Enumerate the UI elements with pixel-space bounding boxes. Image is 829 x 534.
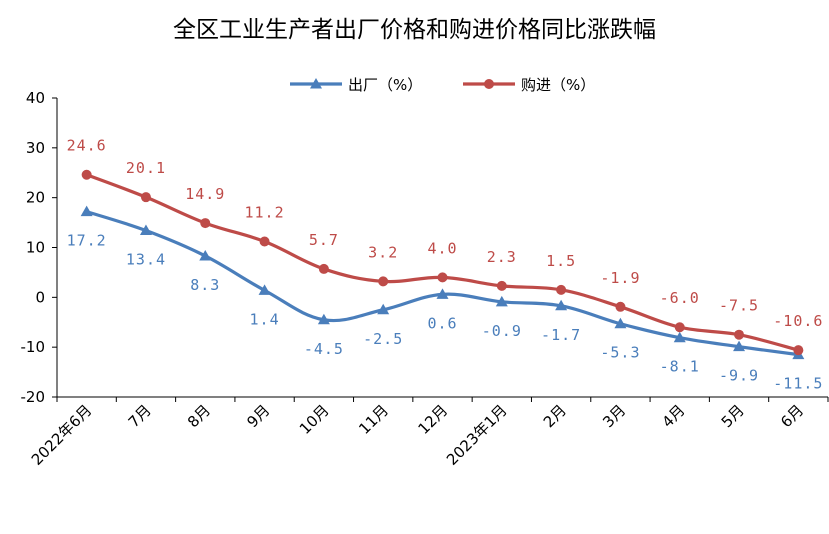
point-goujin	[734, 329, 745, 340]
data-label: 14.9	[185, 185, 225, 203]
y-tick-label: 20	[26, 189, 45, 207]
point-goujin	[793, 345, 804, 356]
point-chuchang	[317, 313, 330, 325]
x-tick-label: 2022年6月	[28, 401, 96, 469]
legend-marker	[310, 78, 322, 89]
data-label: 24.6	[67, 137, 107, 155]
point-goujin	[81, 169, 92, 180]
legend-label-chuchang: 出厂（%）	[348, 76, 422, 94]
x-tick-label: 12月	[414, 401, 451, 438]
point-chuchang	[80, 205, 93, 217]
data-label: -8.1	[660, 358, 700, 376]
point-chuchang	[139, 224, 152, 236]
x-tick-label: 2023年1月	[443, 401, 511, 469]
data-label: -10.6	[773, 312, 823, 330]
data-label: 5.7	[309, 231, 339, 249]
data-label: -5.3	[600, 344, 640, 362]
data-label: 4.0	[427, 239, 457, 257]
data-label: 13.4	[126, 251, 166, 269]
point-goujin	[200, 218, 211, 229]
y-tick-label: 10	[26, 239, 45, 257]
chart-title: 全区工业生产者出厂价格和购进价格同比涨跌幅	[173, 17, 656, 43]
x-tick-label: 6月	[777, 401, 807, 431]
legend: 出厂（%） 购进（%）	[290, 76, 595, 94]
data-label: 8.3	[190, 276, 220, 294]
data-label: -6.0	[660, 289, 700, 307]
data-label: 3.2	[368, 243, 398, 261]
point-chuchang	[258, 284, 271, 295]
point-goujin	[318, 263, 329, 274]
x-tick-label: 3月	[599, 401, 629, 431]
y-tick-label: 40	[26, 89, 45, 107]
x-tick-label: 2月	[540, 401, 570, 431]
point-goujin	[259, 236, 270, 247]
data-label: 11.2	[245, 204, 285, 222]
point-goujin	[437, 272, 448, 283]
data-label: 1.4	[250, 310, 280, 328]
data-label: 17.2	[67, 232, 107, 250]
y-tick-label: -10	[21, 338, 46, 356]
data-label: -4.5	[304, 340, 344, 358]
point-chuchang	[673, 331, 686, 343]
series-markers	[80, 169, 805, 360]
data-label: 2.3	[487, 248, 517, 266]
y-tick-label: -20	[21, 388, 46, 406]
data-label: 1.5	[546, 252, 576, 270]
data-label: 20.1	[126, 159, 166, 177]
point-chuchang	[733, 340, 746, 352]
point-chuchang	[377, 303, 390, 315]
data-label: 0.6	[427, 314, 457, 332]
data-label: -7.5	[719, 297, 759, 315]
legend-marker	[484, 79, 494, 89]
x-tick-label: 5月	[718, 401, 748, 431]
point-chuchang	[614, 317, 627, 329]
data-label: -1.9	[600, 269, 640, 287]
x-tick-label: 7月	[125, 401, 155, 431]
x-tick-label: 10月	[296, 401, 333, 438]
point-goujin	[496, 280, 507, 291]
data-labels: 17.2 13.4 8.3 1.4 -4.5 -2.5 0.6 -0.9 -1.7 -5.3 -8.…	[67, 137, 823, 393]
point-chuchang	[555, 299, 568, 311]
point-goujin	[378, 276, 389, 287]
x-tick-label: 11月	[355, 401, 392, 438]
point-goujin	[140, 192, 151, 203]
point-chuchang	[436, 288, 449, 299]
data-label: -9.9	[719, 367, 759, 385]
y-tick-label: 30	[26, 139, 45, 157]
data-label: -0.9	[482, 322, 522, 340]
data-label: -2.5	[363, 330, 403, 348]
x-tick-label: 4月	[658, 401, 688, 431]
point-chuchang	[495, 295, 508, 307]
y-tick-label: 0	[35, 288, 45, 306]
legend-label-goujin: 购进（%）	[521, 76, 595, 94]
point-goujin	[556, 284, 567, 295]
point-goujin	[615, 301, 626, 312]
point-chuchang	[199, 249, 212, 261]
x-tick-label: 8月	[184, 401, 214, 431]
x-tick-label: 9月	[243, 401, 273, 431]
data-label: -1.7	[541, 326, 581, 344]
point-goujin	[674, 322, 685, 333]
data-label: -11.5	[773, 375, 823, 393]
